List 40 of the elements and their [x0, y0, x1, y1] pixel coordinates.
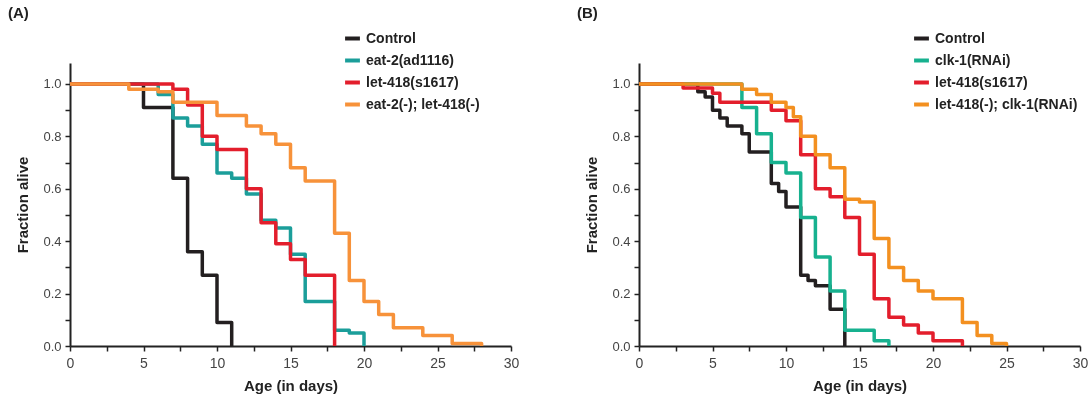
x-tick-label: 30	[503, 354, 520, 371]
x-axis-title: Age (in days)	[812, 376, 908, 394]
x-tick-label: 10	[209, 354, 226, 371]
legend-label: eat-2(ad1116)	[366, 51, 454, 68]
y-tick-label: 0.8	[612, 128, 631, 144]
legend-label: clk-1(RNAi)	[935, 51, 1011, 68]
y-tick-label: 0.4	[612, 233, 631, 249]
chart-title: (A)	[8, 4, 29, 21]
x-tick-label: 15	[283, 354, 299, 371]
legend-label: let-418(-); clk-1(RNAi)	[935, 95, 1078, 112]
y-tick-label: 0.0	[612, 338, 631, 354]
y-tick-label: 0.6	[43, 181, 62, 197]
x-axis-title: Age (in days)	[243, 376, 339, 394]
chart-title: (B)	[577, 4, 598, 21]
x-tick-label: 25	[430, 354, 446, 371]
legend-label: let-418(s1617)	[935, 73, 1028, 90]
y-tick-label: 0.4	[43, 233, 62, 249]
x-tick-label: 15	[852, 354, 868, 371]
y-tick-label: 0.6	[612, 181, 631, 197]
y-tick-label: 0.8	[43, 128, 62, 144]
x-tick-label: 20	[356, 354, 373, 371]
x-tick-label: 30	[1072, 354, 1088, 371]
x-tick-label: 0	[66, 354, 75, 371]
y-tick-label: 1.0	[43, 76, 62, 92]
legend-label: Control	[935, 29, 985, 46]
y-tick-label: 0.2	[43, 286, 62, 302]
x-tick-label: 10	[778, 354, 795, 371]
x-tick-label: 0	[635, 354, 644, 371]
y-axis-title: Fraction alive	[14, 156, 32, 254]
legend-label: let-418(s1617)	[366, 73, 459, 90]
y-tick-label: 0.0	[43, 338, 62, 354]
y-tick-label: 0.2	[612, 286, 631, 302]
y-axis-title: Fraction alive	[583, 156, 601, 254]
x-tick-label: 5	[709, 354, 718, 371]
x-tick-label: 20	[925, 354, 942, 371]
y-tick-label: 1.0	[612, 76, 631, 92]
legend-label: eat-2(-); let-418(-)	[366, 95, 480, 112]
x-tick-label: 25	[999, 354, 1015, 371]
x-tick-label: 5	[140, 354, 149, 371]
legend-label: Control	[366, 29, 416, 46]
